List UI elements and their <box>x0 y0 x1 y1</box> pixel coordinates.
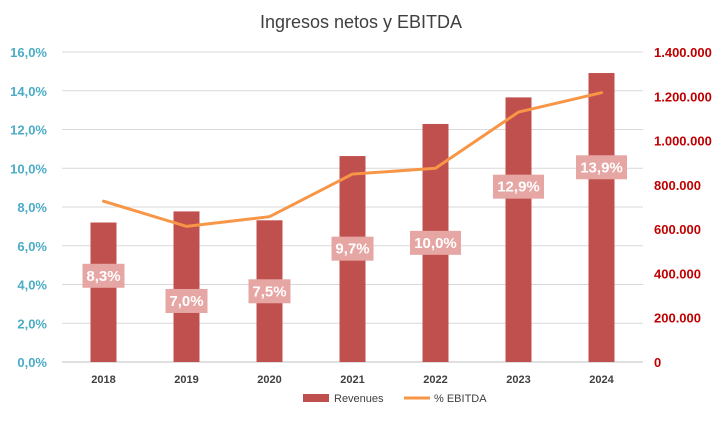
x-axis-tick-label: 2018 <box>91 374 115 386</box>
data-label-background <box>576 155 627 180</box>
left-axis-tick-label: 16,0% <box>10 45 47 60</box>
right-axis-tick-label: 1.400.000 <box>654 45 712 60</box>
data-label-background <box>493 174 544 199</box>
right-axis-tick-label: 600.000 <box>654 222 701 237</box>
data-label-background <box>165 288 208 313</box>
right-axis-tick-label: 400.000 <box>654 266 701 281</box>
revenue-bars <box>90 73 615 363</box>
x-axis-tick-label: 2022 <box>423 374 447 386</box>
x-axis-tick-label: 2020 <box>257 374 281 386</box>
left-axis-tick-label: 14,0% <box>10 84 47 99</box>
left-axis-ticks: 0,0% 2,0% 4,0% 6,0% 8,0% 10,0% 12,0% 14,0% 16,0% <box>10 45 47 370</box>
right-axis-tick-label: 1.000.000 <box>654 134 712 149</box>
left-axis-tick-label: 4,0% <box>17 278 47 293</box>
right-axis-tick-label: 200.000 <box>654 311 701 326</box>
x-axis-ticks: 2018 2019 2020 2021 2022 2023 2024 <box>91 374 614 386</box>
revenue-bar <box>505 97 532 363</box>
right-axis-tick-label: 800.000 <box>654 178 701 193</box>
revenue-bar <box>173 211 200 362</box>
data-label-background <box>248 279 291 304</box>
chart-title: Ingresos netos y EBITDA <box>260 12 462 32</box>
left-axis-tick-label: 6,0% <box>17 239 47 254</box>
ebitda-data-labels: 8,3% 7,0% 7,5% 9,7% 10,0% 12,9% 13,9% <box>82 155 627 313</box>
legend-swatch-revenues <box>303 394 329 402</box>
data-label: 8,3% <box>86 268 120 285</box>
x-axis-tick-label: 2024 <box>589 374 614 386</box>
data-label-background <box>331 236 374 261</box>
left-axis-tick-label: 8,0% <box>17 200 47 215</box>
left-axis-tick-label: 0,0% <box>17 355 47 370</box>
ebitda-line <box>102 91 603 228</box>
data-label: 10,0% <box>414 235 457 252</box>
right-axis-tick-label: 0 <box>654 355 661 370</box>
legend: Revenues % EBITDA <box>303 393 487 405</box>
data-label: 7,5% <box>252 283 286 300</box>
data-label: 9,7% <box>335 241 369 258</box>
revenue-bar <box>588 73 615 363</box>
data-label-background <box>410 230 461 255</box>
x-axis-tick-label: 2023 <box>506 374 530 386</box>
left-axis-tick-label: 10,0% <box>10 161 47 176</box>
left-axis-tick-label: 2,0% <box>17 316 47 331</box>
data-label-background <box>82 263 125 288</box>
ebitda-line-path <box>102 91 603 228</box>
x-axis-tick-label: 2019 <box>174 374 198 386</box>
right-axis-ticks: 0 200.000 400.000 600.000 800.000 1.000.000 1.… <box>654 45 712 370</box>
legend-label-ebitda: % EBITDA <box>434 393 487 405</box>
data-label: 7,0% <box>169 293 203 310</box>
right-axis-tick-label: 1.200.000 <box>654 89 712 104</box>
revenue-bar <box>90 222 117 362</box>
data-label: 12,9% <box>497 179 540 196</box>
legend-label-revenues: Revenues <box>334 393 384 405</box>
x-axis-tick-label: 2021 <box>340 374 364 386</box>
data-label: 13,9% <box>580 159 623 176</box>
left-axis-tick-label: 12,0% <box>10 123 47 138</box>
